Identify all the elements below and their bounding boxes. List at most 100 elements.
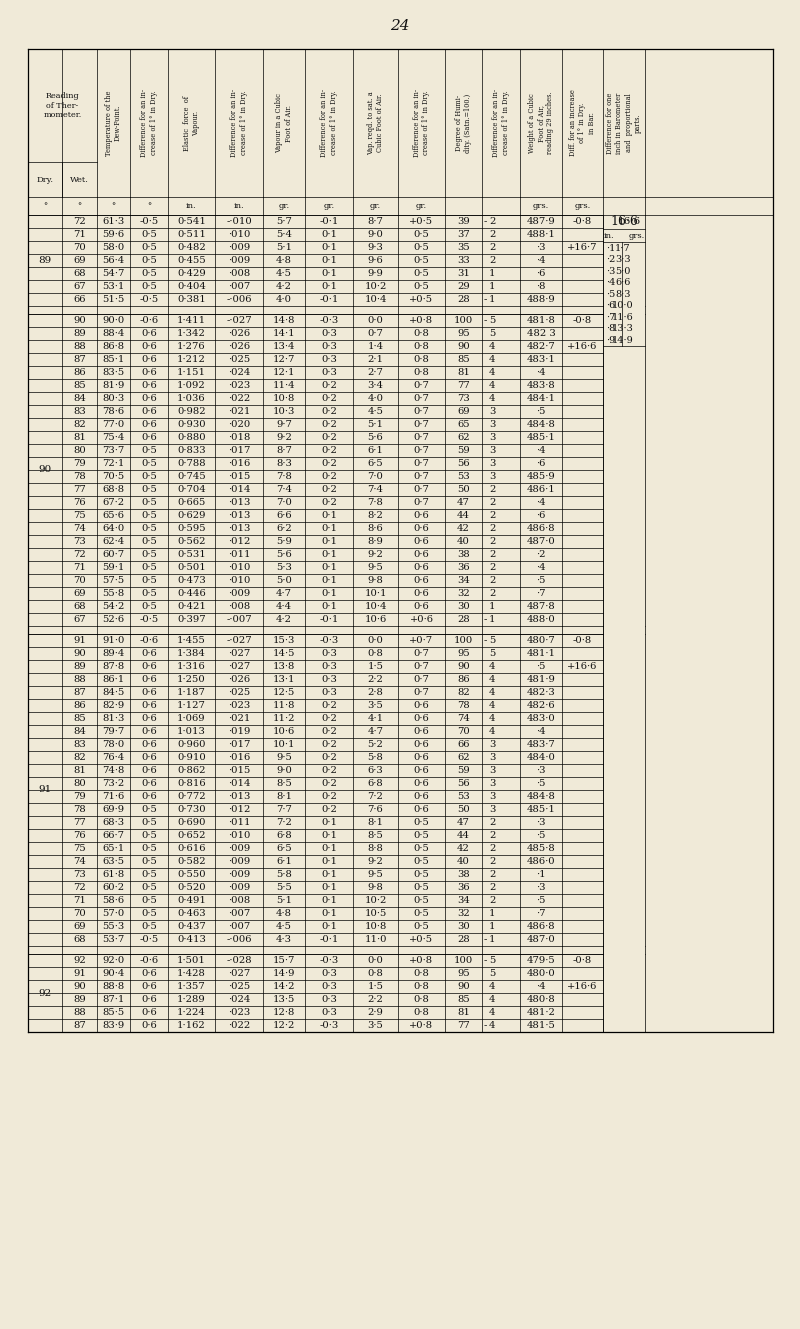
Text: 5·8: 5·8 [276, 870, 292, 878]
Text: Difference for one
inch in Barometer
and  proportional
parts.: Difference for one inch in Barometer and… [606, 92, 642, 154]
Text: 3: 3 [489, 805, 495, 813]
Text: ·2: ·2 [536, 550, 546, 560]
Text: ·023: ·023 [228, 381, 250, 389]
Text: 10·8: 10·8 [364, 922, 386, 932]
Text: 480·8: 480·8 [526, 995, 555, 1003]
Text: 0·3: 0·3 [321, 675, 337, 684]
Text: 56·4: 56·4 [102, 256, 125, 264]
Text: 0·5: 0·5 [414, 243, 430, 253]
Text: 16·6: 16·6 [618, 217, 641, 226]
Text: 87: 87 [73, 355, 86, 364]
Text: 0·6: 0·6 [141, 700, 157, 710]
Text: 50: 50 [457, 485, 470, 494]
Text: 84: 84 [73, 393, 86, 403]
Text: 0·482: 0·482 [177, 243, 206, 253]
Text: 0·413: 0·413 [177, 936, 206, 944]
Text: 0·5: 0·5 [141, 805, 157, 813]
Text: 90: 90 [457, 662, 470, 671]
Text: +16·7: +16·7 [567, 243, 598, 253]
Text: 1: 1 [489, 615, 495, 625]
Text: 37: 37 [457, 230, 470, 239]
Text: ·020: ·020 [228, 420, 250, 429]
Text: 5: 5 [489, 330, 495, 338]
Text: 0·3: 0·3 [321, 662, 337, 671]
Text: 12·5: 12·5 [273, 688, 295, 696]
Text: 12·8: 12·8 [273, 1007, 295, 1017]
Text: 5: 5 [489, 649, 495, 658]
Text: 0·788: 0·788 [177, 459, 206, 468]
Text: 85·1: 85·1 [102, 355, 125, 364]
Text: Difference for an in-
crease of 1° in Dry.: Difference for an in- crease of 1° in Dr… [320, 89, 338, 157]
Text: 51·5: 51·5 [102, 295, 125, 304]
Text: 63·5: 63·5 [102, 857, 125, 867]
Text: 0·2: 0·2 [321, 740, 337, 750]
Text: ·026: ·026 [228, 675, 250, 684]
Text: 57·5: 57·5 [102, 575, 125, 585]
Text: 0·5: 0·5 [141, 230, 157, 239]
Text: 485·8: 485·8 [526, 844, 555, 853]
Text: 0·5: 0·5 [141, 870, 157, 878]
Text: 6·5: 6·5 [276, 844, 292, 853]
Text: 38: 38 [457, 870, 470, 878]
Text: 3·5: 3·5 [367, 700, 383, 710]
Text: 5·9: 5·9 [276, 537, 292, 546]
Text: 92·0: 92·0 [102, 956, 125, 965]
Text: in.: in. [234, 202, 244, 210]
Text: 0·1: 0·1 [321, 922, 337, 932]
Text: 0·5: 0·5 [141, 459, 157, 468]
Text: ·4: ·4 [536, 498, 546, 506]
Text: 42: 42 [457, 844, 470, 853]
Text: 3: 3 [489, 740, 495, 750]
Text: 0·7: 0·7 [414, 393, 430, 403]
Text: 53·7: 53·7 [102, 936, 125, 944]
Text: 4: 4 [489, 368, 495, 377]
Text: 10·4: 10·4 [364, 602, 386, 611]
Text: 0·455: 0·455 [177, 256, 206, 264]
Text: 79·7: 79·7 [102, 727, 125, 736]
Text: 3: 3 [489, 447, 495, 455]
Text: 9·8: 9·8 [367, 575, 383, 585]
Text: ·4: ·4 [536, 368, 546, 377]
Text: 488·1: 488·1 [526, 230, 555, 239]
Text: 69·9: 69·9 [102, 805, 125, 813]
Text: 3: 3 [489, 407, 495, 416]
Text: 0·7: 0·7 [414, 459, 430, 468]
Text: 7·0: 7·0 [276, 498, 292, 506]
Text: 69: 69 [457, 407, 470, 416]
Text: 4: 4 [489, 688, 495, 696]
Text: 15·3: 15·3 [273, 637, 295, 645]
Text: 95: 95 [457, 330, 470, 338]
Text: 95: 95 [457, 969, 470, 978]
Text: 0·7: 0·7 [414, 498, 430, 506]
Text: 85: 85 [457, 995, 470, 1003]
Text: ·7: ·7 [536, 589, 546, 598]
Text: 12·2: 12·2 [273, 1021, 295, 1030]
Text: 5: 5 [489, 637, 495, 645]
Text: 34: 34 [457, 575, 470, 585]
Text: 90: 90 [73, 982, 86, 991]
Text: 0·5: 0·5 [141, 537, 157, 546]
Text: 486·0: 486·0 [526, 857, 555, 867]
Text: 14·9: 14·9 [273, 969, 295, 978]
Text: 0·1: 0·1 [321, 524, 337, 533]
Text: 0·7: 0·7 [414, 447, 430, 455]
Text: 0·5: 0·5 [141, 485, 157, 494]
Text: 0·862: 0·862 [178, 766, 206, 775]
Text: 0·595: 0·595 [177, 524, 206, 533]
Text: +0·6: +0·6 [410, 615, 434, 625]
Text: ·027: ·027 [228, 662, 250, 671]
Text: 76·4: 76·4 [102, 754, 125, 762]
Text: 62: 62 [457, 754, 470, 762]
Text: 0·1: 0·1 [321, 909, 337, 918]
Text: 70: 70 [73, 575, 86, 585]
Text: 1·127: 1·127 [177, 700, 206, 710]
Text: 8·7: 8·7 [367, 217, 383, 226]
Text: 5·6: 5·6 [368, 433, 383, 443]
Text: ·027: ·027 [228, 649, 250, 658]
Text: 4·2: 4·2 [276, 615, 292, 625]
Text: 4·7: 4·7 [276, 589, 292, 598]
Text: 0·0: 0·0 [367, 956, 383, 965]
Text: 486·1: 486·1 [526, 485, 555, 494]
Text: 0·5: 0·5 [414, 230, 430, 239]
Text: 75: 75 [73, 510, 86, 520]
